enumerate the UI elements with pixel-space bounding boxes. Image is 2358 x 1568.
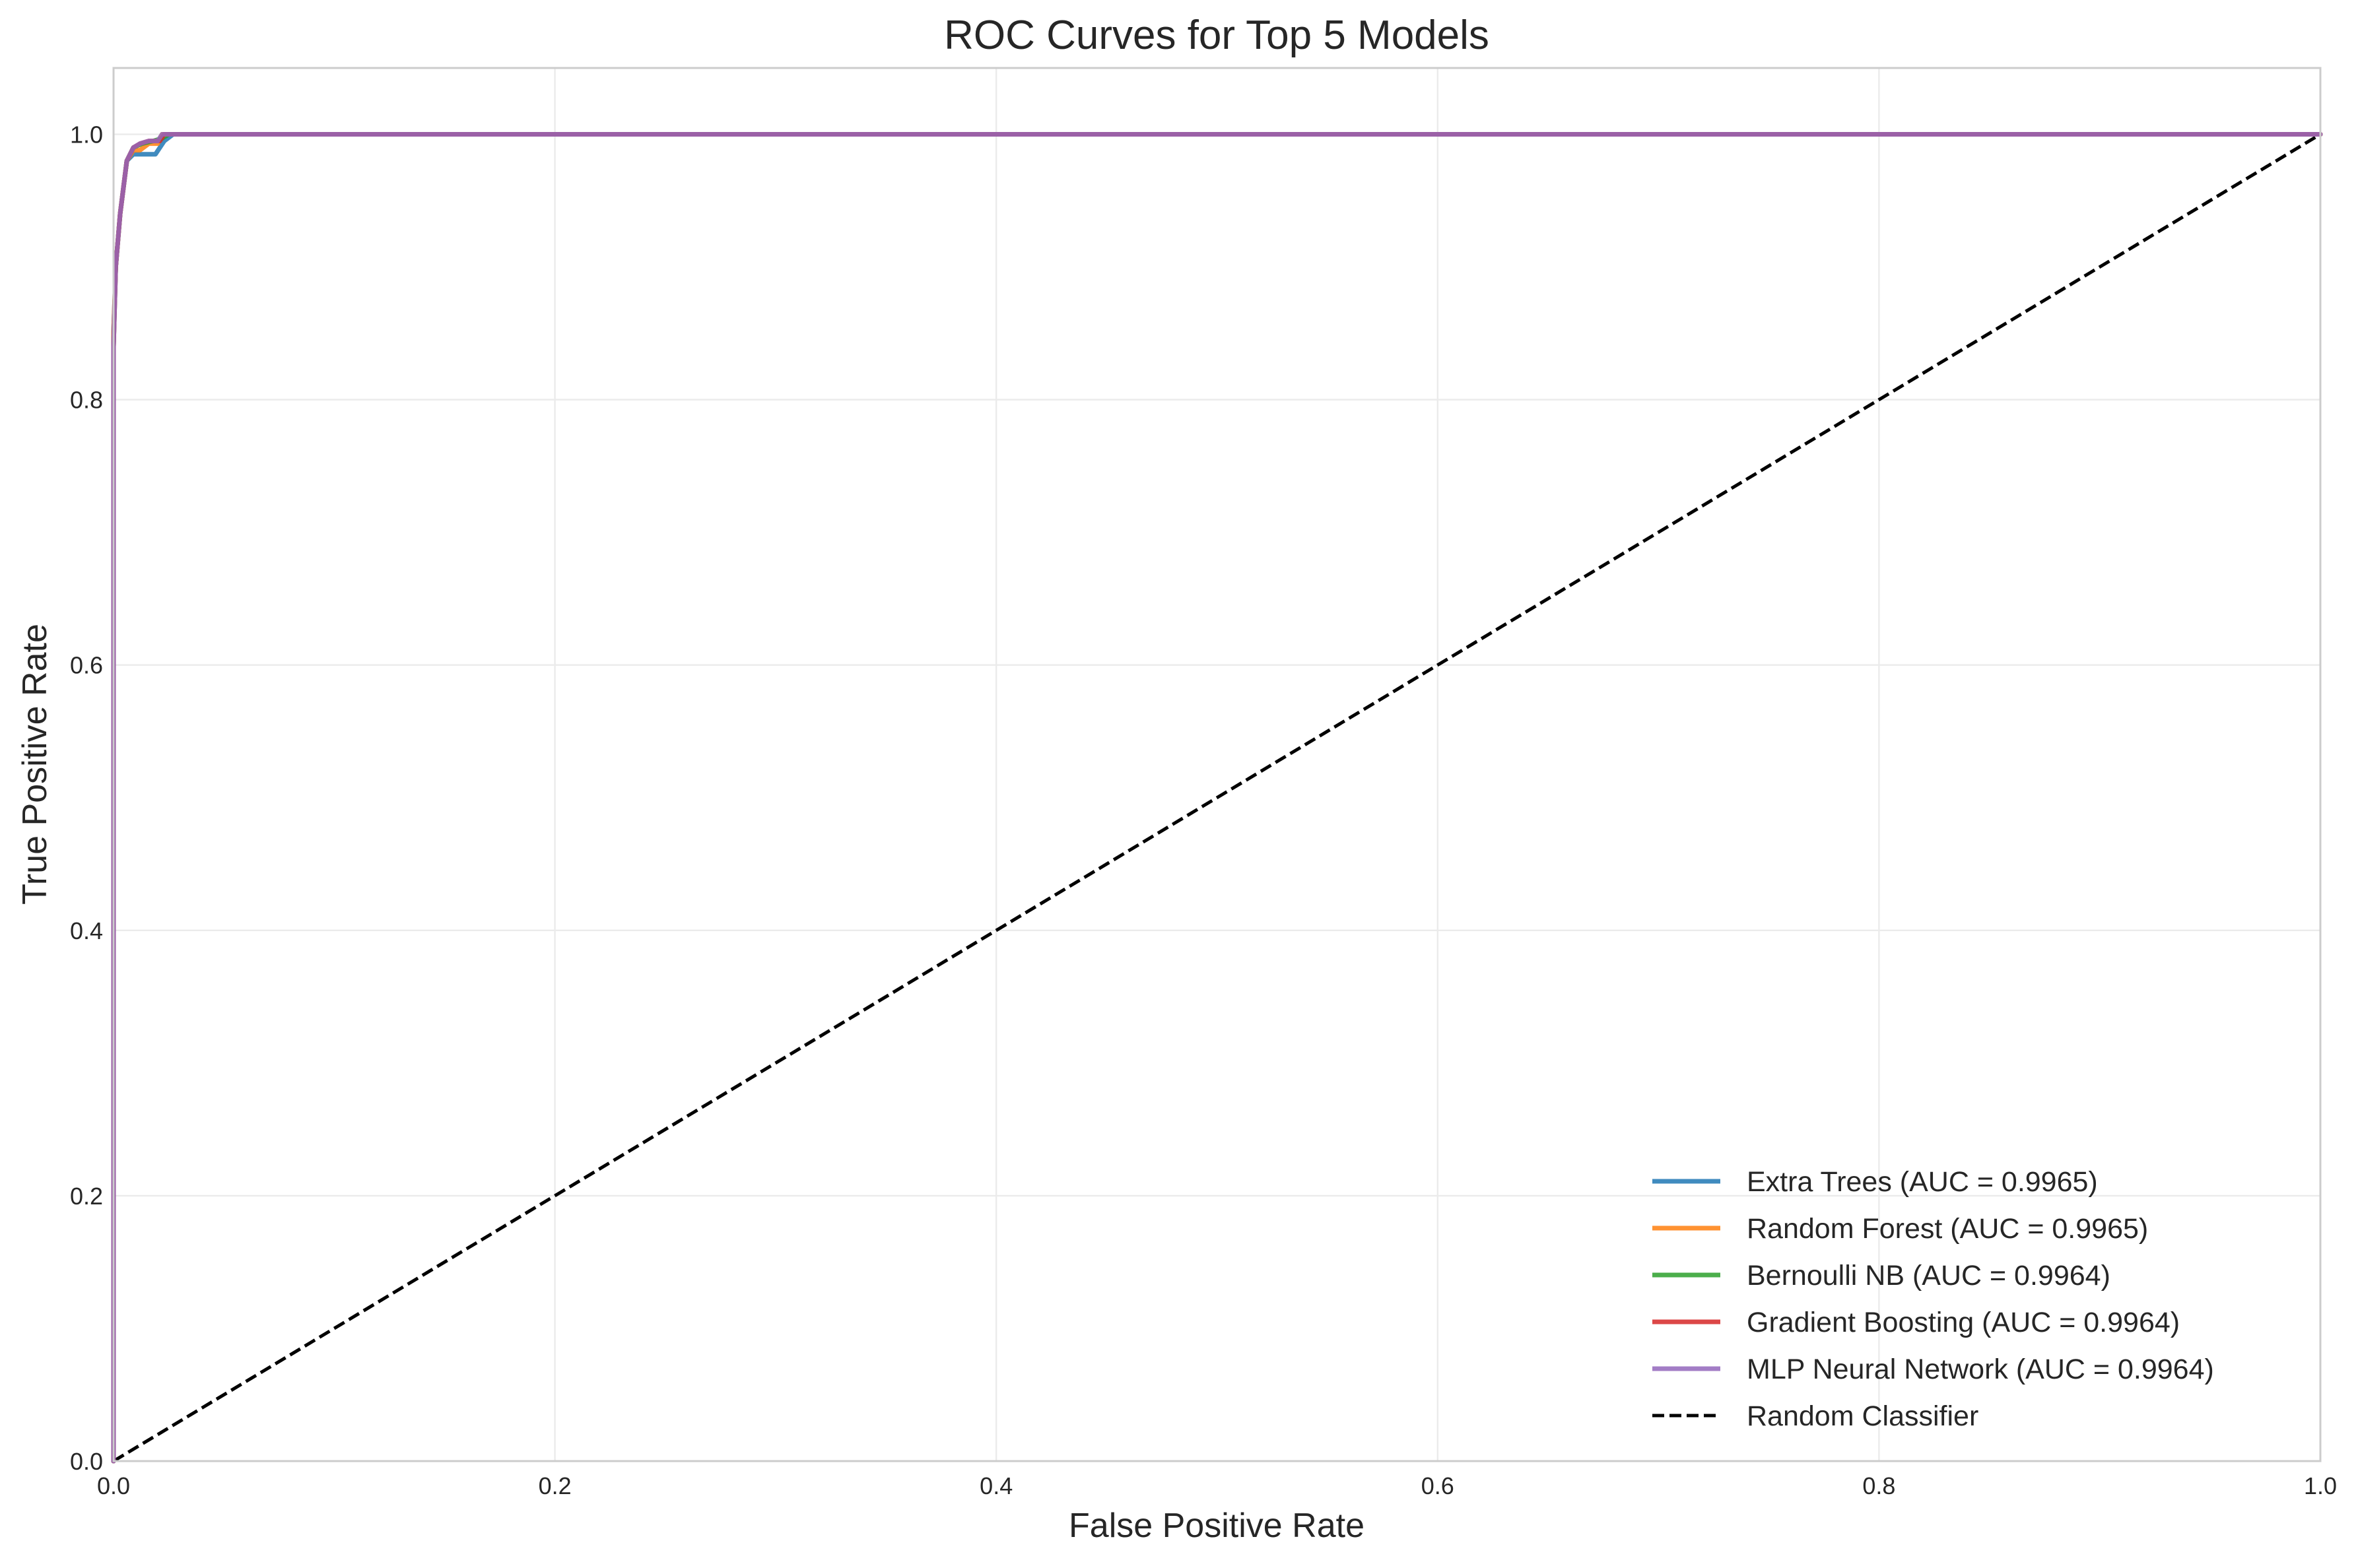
legend-label: Bernoulli NB (AUC = 0.9964)	[1747, 1260, 2110, 1291]
x-tick-label: 0.0	[97, 1472, 130, 1499]
series-lines	[111, 132, 2323, 1464]
chart-title: ROC Curves for Top 5 Models	[944, 13, 1489, 58]
legend-label: MLP Neural Network (AUC = 0.9964)	[1747, 1354, 2214, 1385]
x-tick-label: 1.0	[2304, 1472, 2337, 1499]
y-tick-label: 0.0	[70, 1448, 103, 1475]
legend-label: Extra Trees (AUC = 0.9965)	[1747, 1166, 2098, 1198]
x-tick-label: 0.4	[980, 1472, 1013, 1499]
y-tick-labels: 0.0 0.2 0.4 0.6 0.8 1.0	[70, 121, 103, 1475]
x-tick-label: 0.2	[539, 1472, 572, 1499]
roc-curve-4	[111, 132, 2323, 1464]
plot-frame	[112, 67, 2322, 1462]
x-tick-label: 0.6	[1421, 1472, 1454, 1499]
x-tick-labels: 0.0 0.2 0.4 0.6 0.8 1.0	[97, 1472, 2337, 1499]
legend-label: Random Forest (AUC = 0.9965)	[1747, 1213, 2148, 1245]
x-tick-label: 0.8	[1862, 1472, 1895, 1499]
y-tick-label: 0.4	[70, 917, 103, 944]
legend-label: Random Classifier	[1747, 1400, 1978, 1432]
y-tick-label: 1.0	[70, 121, 103, 148]
y-axis-label: True Positive Rate	[16, 624, 54, 905]
y-tick-label: 0.8	[70, 387, 103, 414]
y-tick-label: 0.2	[70, 1183, 103, 1210]
y-tick-label: 0.6	[70, 652, 103, 679]
random-classifier-line	[112, 133, 2322, 1463]
grid	[112, 68, 2322, 1462]
legend: Extra Trees (AUC = 0.9965) Random Forest …	[1652, 1166, 2214, 1432]
legend-label: Gradient Boosting (AUC = 0.9964)	[1747, 1307, 2180, 1338]
x-axis-label: False Positive Rate	[1069, 1507, 1364, 1545]
